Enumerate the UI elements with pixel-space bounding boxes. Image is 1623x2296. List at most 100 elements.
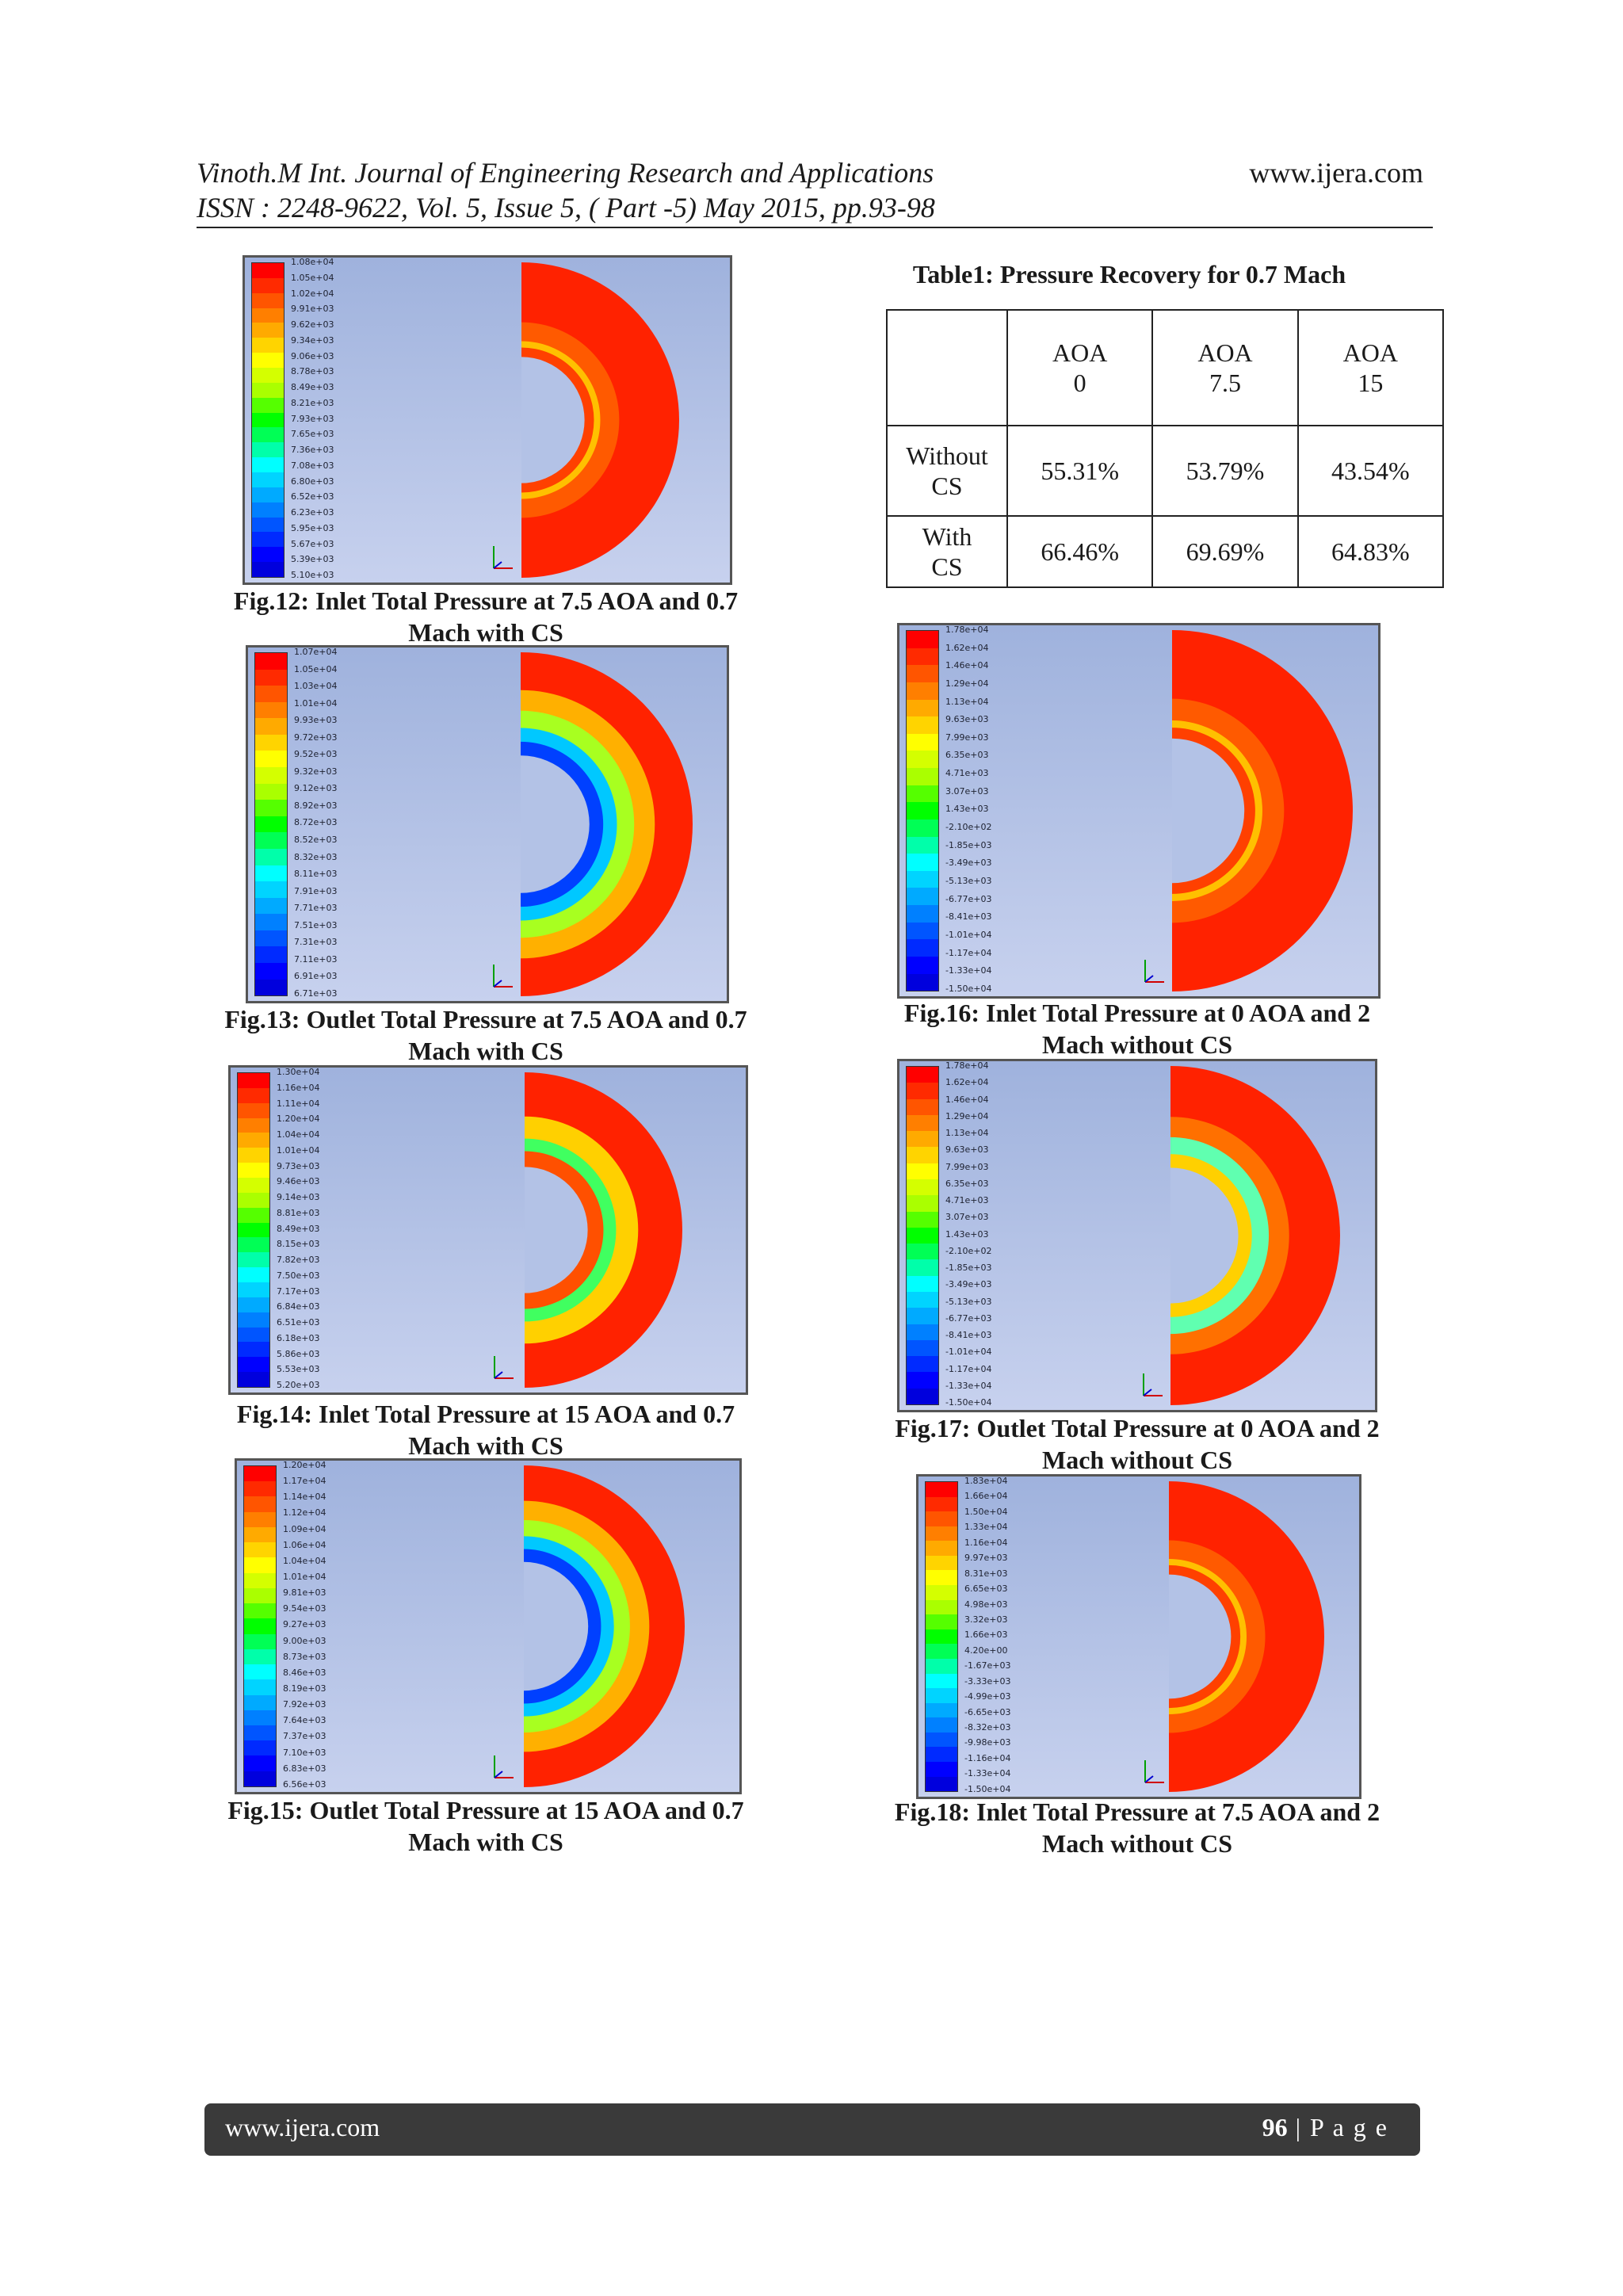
legend-tick-label: 7.92e+03 [283,1699,327,1710]
legend-tick-label: 7.93e+03 [291,413,334,424]
header-website: www.ijera.com [1249,157,1423,189]
color-legend-bar [243,1465,277,1787]
page-footer: www.ijera.com 96 | P a g e [204,2103,1420,2156]
legend-tick-label: 7.65e+03 [291,429,334,440]
legend-tick-label: 4.20e+00 [964,1645,1008,1656]
legend-tick-label: 7.91e+03 [294,885,338,896]
table-row: Without CS 55.31% 53.79% 43.54% [886,425,1445,517]
legend-tick-label: 9.12e+03 [294,783,338,794]
legend-tick-label: 1.09e+04 [283,1523,327,1534]
legend-tick-label: 8.21e+03 [291,397,334,408]
legend-tick-label: 1.83e+04 [964,1476,1008,1486]
legend-tick-label: 9.97e+03 [964,1553,1008,1564]
legend-tick-label: -9.98e+03 [964,1737,1011,1748]
legend-tick-label: 1.04e+04 [277,1129,320,1140]
legend-tick-label: 7.36e+03 [291,445,334,455]
legend-tick-label: 9.93e+03 [294,715,338,726]
legend-tick-label: -1.50e+04 [964,1783,1011,1794]
legend-tick-label: 7.11e+03 [294,953,338,965]
legend-tick-label: 6.56e+03 [283,1778,327,1790]
legend-tick-label: -1.33e+04 [945,1380,992,1391]
color-legend-labels: 1.30e+04 1.16e+04 1.11e+04 1.20e+04 1.04e+04… [277,1068,319,1389]
legend-tick-label: 9.62e+03 [291,319,334,330]
legend-tick-label: 1.11e+04 [277,1098,320,1109]
fig12-caption: Fig.12: Inlet Total Pressure at 7.5 AOA … [233,586,739,647]
legend-tick-label: 1.50e+04 [964,1506,1008,1517]
legend-tick-label: 7.10e+03 [283,1747,327,1758]
header-issn-line: ISSN : 2248-9622, Vol. 5, Issue 5, ( Par… [197,192,935,223]
fig16-caption: Fig.16: Inlet Total Pressure at 0 AOA an… [903,999,1371,1059]
legend-tick-label: 8.11e+03 [294,869,338,880]
legend-tick-label: -3.33e+03 [964,1675,1011,1687]
axis-triad-icon [1144,1760,1164,1783]
legend-tick-label: 1.13e+04 [945,1128,989,1138]
legend-tick-label: 9.32e+03 [294,766,338,777]
legend-tick-label: 7.37e+03 [283,1731,327,1742]
legend-tick-label: 8.92e+03 [294,800,338,811]
color-legend-bar [251,262,285,578]
table-cell: 55.31% [1006,425,1154,517]
legend-tick-label: 1.01e+04 [294,697,338,709]
legend-tick-label: 8.31e+03 [964,1568,1008,1579]
table-cell: 53.79% [1151,425,1299,517]
legend-tick-label: 1.46e+04 [945,660,989,671]
legend-tick-label: -1.16e+04 [964,1752,1011,1763]
fig17-contour-plot: 1.78e+04 1.62e+04 1.46e+04 1.29e+04 1.13e+04… [897,1059,1377,1412]
legend-tick-label: 6.52e+03 [291,491,334,502]
legend-tick-label: 1.16e+04 [964,1537,1008,1548]
table-header-cell: AOA 15 [1296,309,1445,426]
legend-tick-label: 1.20e+04 [277,1114,320,1125]
legend-tick-label: 7.51e+03 [294,919,338,930]
legend-tick-label: 1.16e+04 [277,1082,320,1093]
legend-tick-label: -5.13e+03 [945,875,992,886]
legend-tick-label: 5.10e+03 [291,570,334,580]
legend-tick-label: -2.10e+02 [945,1245,992,1256]
legend-tick-label: -6.77e+03 [945,893,992,904]
legend-tick-label: 1.06e+04 [283,1539,327,1550]
contour-domain [525,1072,682,1388]
legend-tick-label: 1.03e+04 [294,681,338,692]
legend-tick-label: 1.33e+04 [964,1522,1008,1533]
legend-tick-label: 1.17e+04 [283,1476,327,1487]
pressure-recovery-table: AOA 0 AOA 7.5 AOA 15 Without CS 55.31% 53.79… [886,309,1445,588]
legend-tick-label: 5.39e+03 [291,554,334,565]
legend-tick-label: -1.67e+03 [964,1660,1011,1671]
legend-tick-label: 8.46e+03 [283,1667,327,1678]
contour-domain [1170,1066,1340,1405]
fig15-caption: Fig.15: Outlet Total Pressure at 15 AOA … [227,1796,744,1856]
legend-tick-label: 1.02e+04 [291,288,334,299]
fig14-caption: Fig.14: Inlet Total Pressure at 15 AOA a… [236,1400,735,1460]
legend-tick-label: -8.41e+03 [945,1330,992,1340]
legend-tick-label: 7.64e+03 [283,1715,327,1726]
axis-triad-icon [493,546,513,569]
legend-tick-label: 6.18e+03 [277,1332,320,1343]
contour-domain [521,652,693,996]
contour-domain [1169,1481,1324,1792]
legend-tick-label: 9.34e+03 [291,334,334,346]
legend-tick-label: 7.71e+03 [294,903,338,914]
fig18-contour-plot: 1.83e+04 1.66e+04 1.50e+04 1.33e+04 1.16e+04… [916,1474,1361,1799]
footer-page-number: 96 | P a g e [1262,2113,1388,2141]
legend-tick-label: -1.33e+04 [964,1768,1011,1779]
legend-tick-label: -1.85e+03 [945,839,992,850]
header-rule [197,227,1433,228]
legend-tick-label: 8.19e+03 [283,1683,327,1694]
legend-tick-label: -1.33e+04 [945,965,992,976]
legend-tick-label: -1.85e+03 [945,1263,992,1273]
legend-tick-label: 4.71e+03 [945,768,989,779]
contour-domain [524,1465,685,1787]
legend-tick-label: 6.35e+03 [945,1178,989,1189]
legend-tick-label: -1.17e+04 [945,1363,992,1374]
legend-tick-label: 8.49e+03 [277,1223,320,1234]
legend-tick-label: 8.49e+03 [291,382,334,392]
fig17-caption: Fig.17: Outlet Total Pressure at 0 AOA a… [895,1414,1380,1474]
legend-tick-label: 8.32e+03 [294,851,338,862]
legend-tick-label: 3.32e+03 [964,1614,1008,1625]
axis-triad-icon [1144,960,1164,983]
legend-tick-label: 9.63e+03 [945,1144,989,1156]
legend-tick-label: 5.53e+03 [277,1364,320,1375]
legend-tick-label: -4.99e+03 [964,1691,1011,1702]
table-title: Table1: Pressure Recovery for 0.7 Mach [912,260,1346,288]
legend-tick-label: 6.84e+03 [277,1301,320,1312]
color-legend-bar [237,1072,270,1388]
